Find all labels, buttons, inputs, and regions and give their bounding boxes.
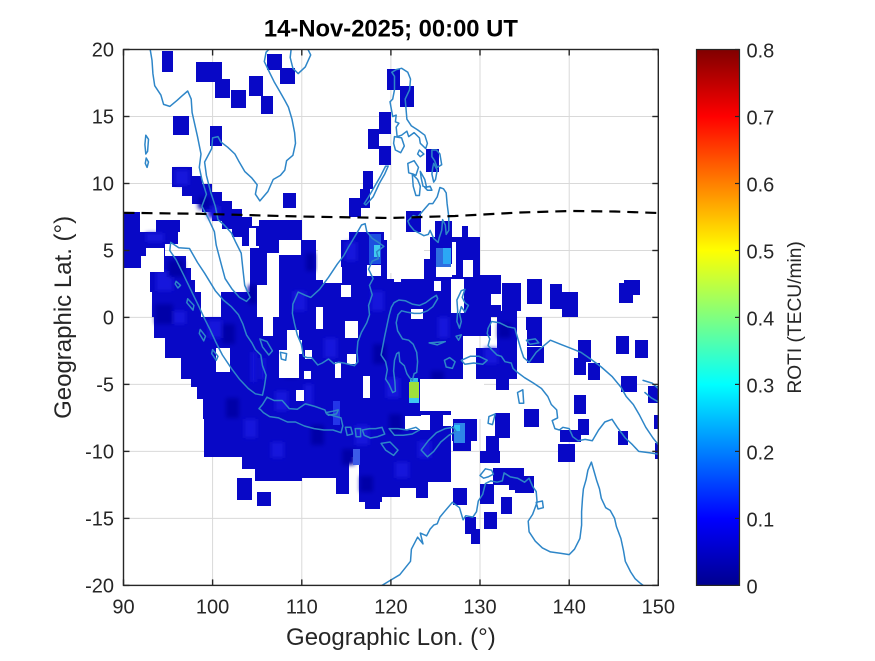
svg-text:150: 150 <box>642 597 675 619</box>
svg-text:10: 10 <box>92 174 114 196</box>
svg-text:0.2: 0.2 <box>747 442 775 464</box>
svg-text:110: 110 <box>286 597 318 619</box>
svg-text:0.3: 0.3 <box>747 375 775 397</box>
svg-text:0.7: 0.7 <box>747 108 775 130</box>
svg-text:0.6: 0.6 <box>747 175 775 197</box>
svg-text:-10: -10 <box>85 441 114 463</box>
svg-text:-20: -20 <box>85 575 114 597</box>
svg-text:Geographic Lat. (°): Geographic Lat. (°) <box>50 216 77 419</box>
svg-text:Geographic Lon. (°): Geographic Lon. (°) <box>286 624 496 651</box>
svg-text:130: 130 <box>463 597 496 619</box>
svg-text:100: 100 <box>196 597 229 619</box>
svg-text:0.8: 0.8 <box>747 41 775 63</box>
svg-text:20: 20 <box>92 40 114 62</box>
svg-text:14-Nov-2025; 00:00 UT: 14-Nov-2025; 00:00 UT <box>264 16 518 43</box>
svg-text:-5: -5 <box>96 374 114 396</box>
svg-text:5: 5 <box>103 241 114 263</box>
svg-text:0: 0 <box>747 576 758 598</box>
svg-text:0: 0 <box>103 307 114 329</box>
svg-text:120: 120 <box>374 597 407 619</box>
svg-text:0.1: 0.1 <box>747 509 775 531</box>
svg-text:-15: -15 <box>85 508 114 530</box>
svg-text:90: 90 <box>112 597 134 619</box>
svg-text:ROTI (TECU/min): ROTI (TECU/min) <box>785 241 806 393</box>
svg-text:0.4: 0.4 <box>747 308 775 330</box>
svg-text:0.5: 0.5 <box>747 242 775 264</box>
svg-text:140: 140 <box>553 597 586 619</box>
svg-text:15: 15 <box>92 107 114 129</box>
